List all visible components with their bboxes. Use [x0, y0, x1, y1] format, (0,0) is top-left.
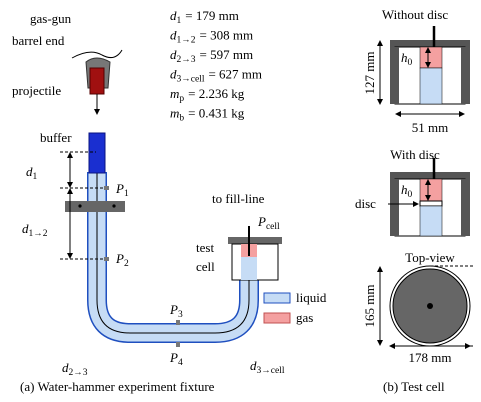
sensor	[104, 257, 109, 261]
math-label: mp = 2.236 kg	[170, 86, 245, 104]
subscript: 3→cell	[177, 75, 205, 85]
label: With disc	[390, 147, 440, 162]
subscript: 1	[124, 189, 129, 199]
subscript: 3	[178, 310, 183, 320]
projectile	[90, 68, 104, 94]
math-label: d2→3= 597 mm	[170, 47, 253, 65]
label: 51 mm	[412, 120, 448, 135]
subscript: 1	[177, 16, 182, 26]
label: 178 mm	[409, 350, 452, 365]
math-label: d2→3	[62, 360, 88, 378]
clamp	[228, 237, 282, 244]
subscript: 3→cell	[257, 366, 285, 376]
subscript: 1→2	[177, 36, 196, 46]
subscript: cell	[266, 222, 280, 232]
symbol: P	[115, 251, 124, 266]
symbol: m	[170, 106, 179, 121]
caption: (a) Water-hammer experiment fixture	[20, 379, 215, 394]
symbol: P	[169, 302, 178, 317]
figure: gas-gun barrel end projectile buffer to …	[0, 0, 481, 402]
subscript: 2→3	[69, 368, 88, 378]
math-label: d1= 179 mm	[170, 8, 239, 26]
label: buffer	[40, 130, 72, 145]
label: gas-gun	[30, 11, 72, 26]
symbol: m	[170, 86, 179, 101]
label: 165 mm	[362, 285, 377, 328]
label: cell	[196, 259, 215, 274]
caption: (b) Test cell	[383, 379, 445, 394]
subscript: 0	[408, 190, 413, 200]
subscript: p	[179, 94, 184, 104]
math-label: d1→2= 308 mm	[170, 28, 253, 46]
subscript: 2	[124, 259, 129, 269]
math-label: Pcell	[257, 214, 280, 232]
math-label: d1	[26, 164, 38, 182]
sensor	[176, 320, 180, 325]
value: = 627 mm	[208, 67, 262, 82]
clamp	[65, 201, 125, 212]
subscript: 2→3	[177, 55, 196, 65]
liquid	[241, 257, 257, 280]
label: disc	[355, 196, 376, 211]
label: to fill-line	[212, 191, 265, 206]
value: = 308 mm	[200, 28, 254, 43]
subscript: 1→2	[29, 229, 48, 239]
label: 127 mm	[362, 52, 377, 95]
math-label: d1→2	[22, 221, 48, 239]
cell-without-disc	[380, 26, 470, 114]
math-label: d3→cell	[250, 358, 285, 376]
value: = 2.236 kg	[188, 86, 245, 101]
buffer	[89, 133, 105, 173]
cell-with-disc	[388, 158, 470, 236]
legend-label: liquid	[296, 290, 327, 305]
math-label: d3→cell= 627 mm	[170, 67, 262, 85]
sensor	[104, 186, 109, 190]
subscript: b	[179, 114, 184, 124]
math-label: mb = 0.431 kg	[170, 106, 245, 124]
symbol: P	[257, 214, 266, 229]
math-label: P2	[115, 251, 129, 269]
barrel-edge	[72, 50, 122, 58]
label: projectile	[12, 83, 61, 98]
legend-gas	[264, 313, 290, 323]
legend-label: gas	[296, 310, 313, 325]
math-label: P3	[169, 302, 183, 320]
legend-liquid	[264, 293, 290, 303]
subscript: 0	[408, 58, 413, 68]
math-label: P1	[115, 181, 129, 199]
value: = 179 mm	[185, 8, 239, 23]
math-label: P4	[169, 350, 183, 368]
sensor	[176, 342, 180, 347]
subscript: 4	[178, 358, 183, 368]
label: barrel end	[12, 33, 65, 48]
label: test	[196, 240, 214, 255]
symbol: P	[169, 350, 178, 365]
label: Top-view	[405, 250, 455, 265]
value: = 0.431 kg	[188, 106, 245, 121]
symbol: P	[115, 181, 124, 196]
label: Without disc	[382, 7, 449, 22]
value: = 597 mm	[200, 47, 254, 62]
subscript: 1	[33, 172, 38, 182]
top-view	[380, 266, 474, 346]
